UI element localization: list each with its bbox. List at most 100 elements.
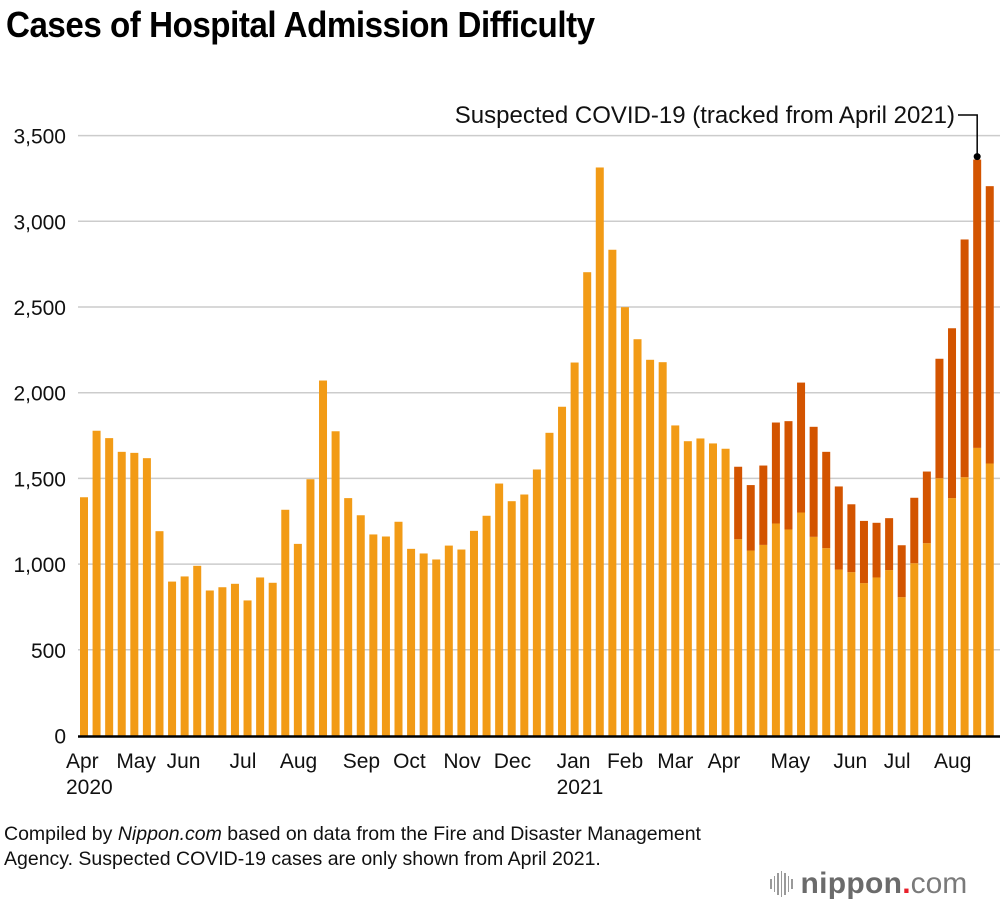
- bar-suspected-covid: [784, 421, 793, 530]
- bar-base: [859, 583, 868, 736]
- x-tick-label: Oct: [393, 750, 426, 773]
- bar-base: [218, 587, 227, 736]
- bar-suspected-covid: [734, 466, 743, 540]
- bar-base: [771, 523, 780, 736]
- bar-base: [570, 362, 579, 736]
- bar-base: [205, 590, 214, 736]
- logo-tld: com: [910, 867, 968, 900]
- x-tick-label: Jan: [557, 750, 591, 773]
- bar-base: [746, 550, 755, 736]
- y-tick-label: 1,000: [13, 554, 66, 577]
- bar-base: [532, 469, 541, 736]
- x-tick-label: Jul: [230, 750, 257, 773]
- bar-base: [658, 362, 667, 736]
- bar-base: [92, 430, 101, 736]
- x-tick-year: 2020: [66, 776, 113, 799]
- bar-base: [469, 530, 478, 736]
- bar-base: [482, 515, 491, 736]
- bar-base: [885, 570, 894, 736]
- bar-base: [797, 512, 806, 736]
- logo-dot: .: [902, 867, 911, 900]
- bar-base: [230, 583, 239, 736]
- bar-base: [331, 431, 340, 736]
- x-tick-label: May: [116, 750, 156, 773]
- annotation-label: Suspected COVID-19 (tracked from April 2…: [455, 102, 955, 129]
- bar-suspected-covid: [797, 382, 806, 513]
- bar-base: [910, 563, 919, 736]
- bar-chart: 0 500 1,000 1,500 2,000 2,500 3,000 3,500 Apr 20…: [13, 102, 1000, 799]
- x-tick-label: Jun: [167, 750, 201, 773]
- bar-base: [168, 581, 177, 736]
- bar-base: [960, 477, 969, 736]
- bar-suspected-covid: [847, 504, 856, 573]
- x-tick-label: Sep: [343, 750, 380, 773]
- bar-base: [721, 448, 730, 736]
- bar-base: [822, 548, 831, 736]
- bar-base: [847, 572, 856, 736]
- bar-suspected-covid: [910, 497, 919, 564]
- bar-base: [180, 576, 189, 736]
- bar-base: [633, 339, 642, 736]
- y-tick-label: 2,500: [13, 297, 66, 320]
- bar-base: [105, 438, 114, 736]
- x-tick-label: May: [770, 750, 810, 773]
- bar-base: [381, 536, 390, 736]
- bar-suspected-covid: [834, 486, 843, 570]
- bar-suspected-covid: [872, 522, 881, 578]
- bar-base: [193, 565, 202, 736]
- x-tick-label: Jul: [884, 750, 911, 773]
- source-prefix: Compiled by: [4, 823, 118, 845]
- annotation-leader-line: [958, 114, 978, 157]
- bar-base: [457, 549, 466, 736]
- bar-base: [709, 443, 717, 736]
- bar-suspected-covid: [948, 328, 957, 499]
- bar-base: [130, 452, 139, 736]
- x-tick-label: Jun: [833, 750, 867, 773]
- x-tick-label: Apr: [708, 750, 741, 773]
- bar-base: [683, 441, 692, 736]
- bar-base: [759, 544, 768, 736]
- bar-base: [922, 543, 931, 736]
- bar-base: [948, 498, 957, 736]
- logo-name: nippon: [800, 867, 903, 900]
- bar-base: [784, 529, 793, 736]
- bar-base: [344, 498, 353, 736]
- bar-base: [583, 272, 592, 736]
- bar-base: [419, 553, 428, 736]
- source-name: Nippon.com: [117, 823, 222, 845]
- bar-base: [407, 548, 416, 736]
- bars: [80, 159, 994, 736]
- bar-suspected-covid: [859, 520, 868, 584]
- bar-base: [268, 582, 277, 736]
- bar-base: [306, 479, 315, 736]
- bar-base: [671, 425, 680, 736]
- bar-base: [834, 569, 843, 736]
- source-suffix: based on data from the Fire and Disaster…: [4, 823, 701, 870]
- bar-suspected-covid: [746, 485, 755, 551]
- bar-base: [520, 494, 529, 736]
- bar-base: [545, 432, 554, 736]
- bar-base: [620, 307, 629, 736]
- y-tick-label: 500: [31, 640, 66, 663]
- bar-suspected-covid: [973, 159, 982, 448]
- x-tick-label: Apr: [66, 750, 99, 773]
- bar-base: [809, 536, 818, 736]
- bar-base: [495, 483, 504, 736]
- bar-base: [319, 380, 328, 736]
- bar-base: [394, 521, 403, 736]
- sound-bars-icon: [770, 871, 793, 897]
- bar-base: [142, 458, 151, 736]
- bar-base: [80, 497, 88, 736]
- bar-suspected-covid: [985, 186, 994, 464]
- y-axis-ticks: 0 500 1,000 1,500 2,000 2,500 3,000 3,500: [13, 126, 66, 749]
- bar-base: [935, 478, 944, 736]
- x-tick-label: Nov: [443, 750, 481, 773]
- bar-base: [608, 249, 617, 736]
- bar-suspected-covid: [885, 518, 894, 571]
- bar-suspected-covid: [759, 465, 768, 545]
- x-tick-label: Feb: [607, 750, 643, 773]
- bar-base: [595, 167, 604, 736]
- x-tick-label: Aug: [280, 750, 317, 773]
- bar-suspected-covid: [809, 426, 818, 537]
- bar-base: [432, 559, 441, 736]
